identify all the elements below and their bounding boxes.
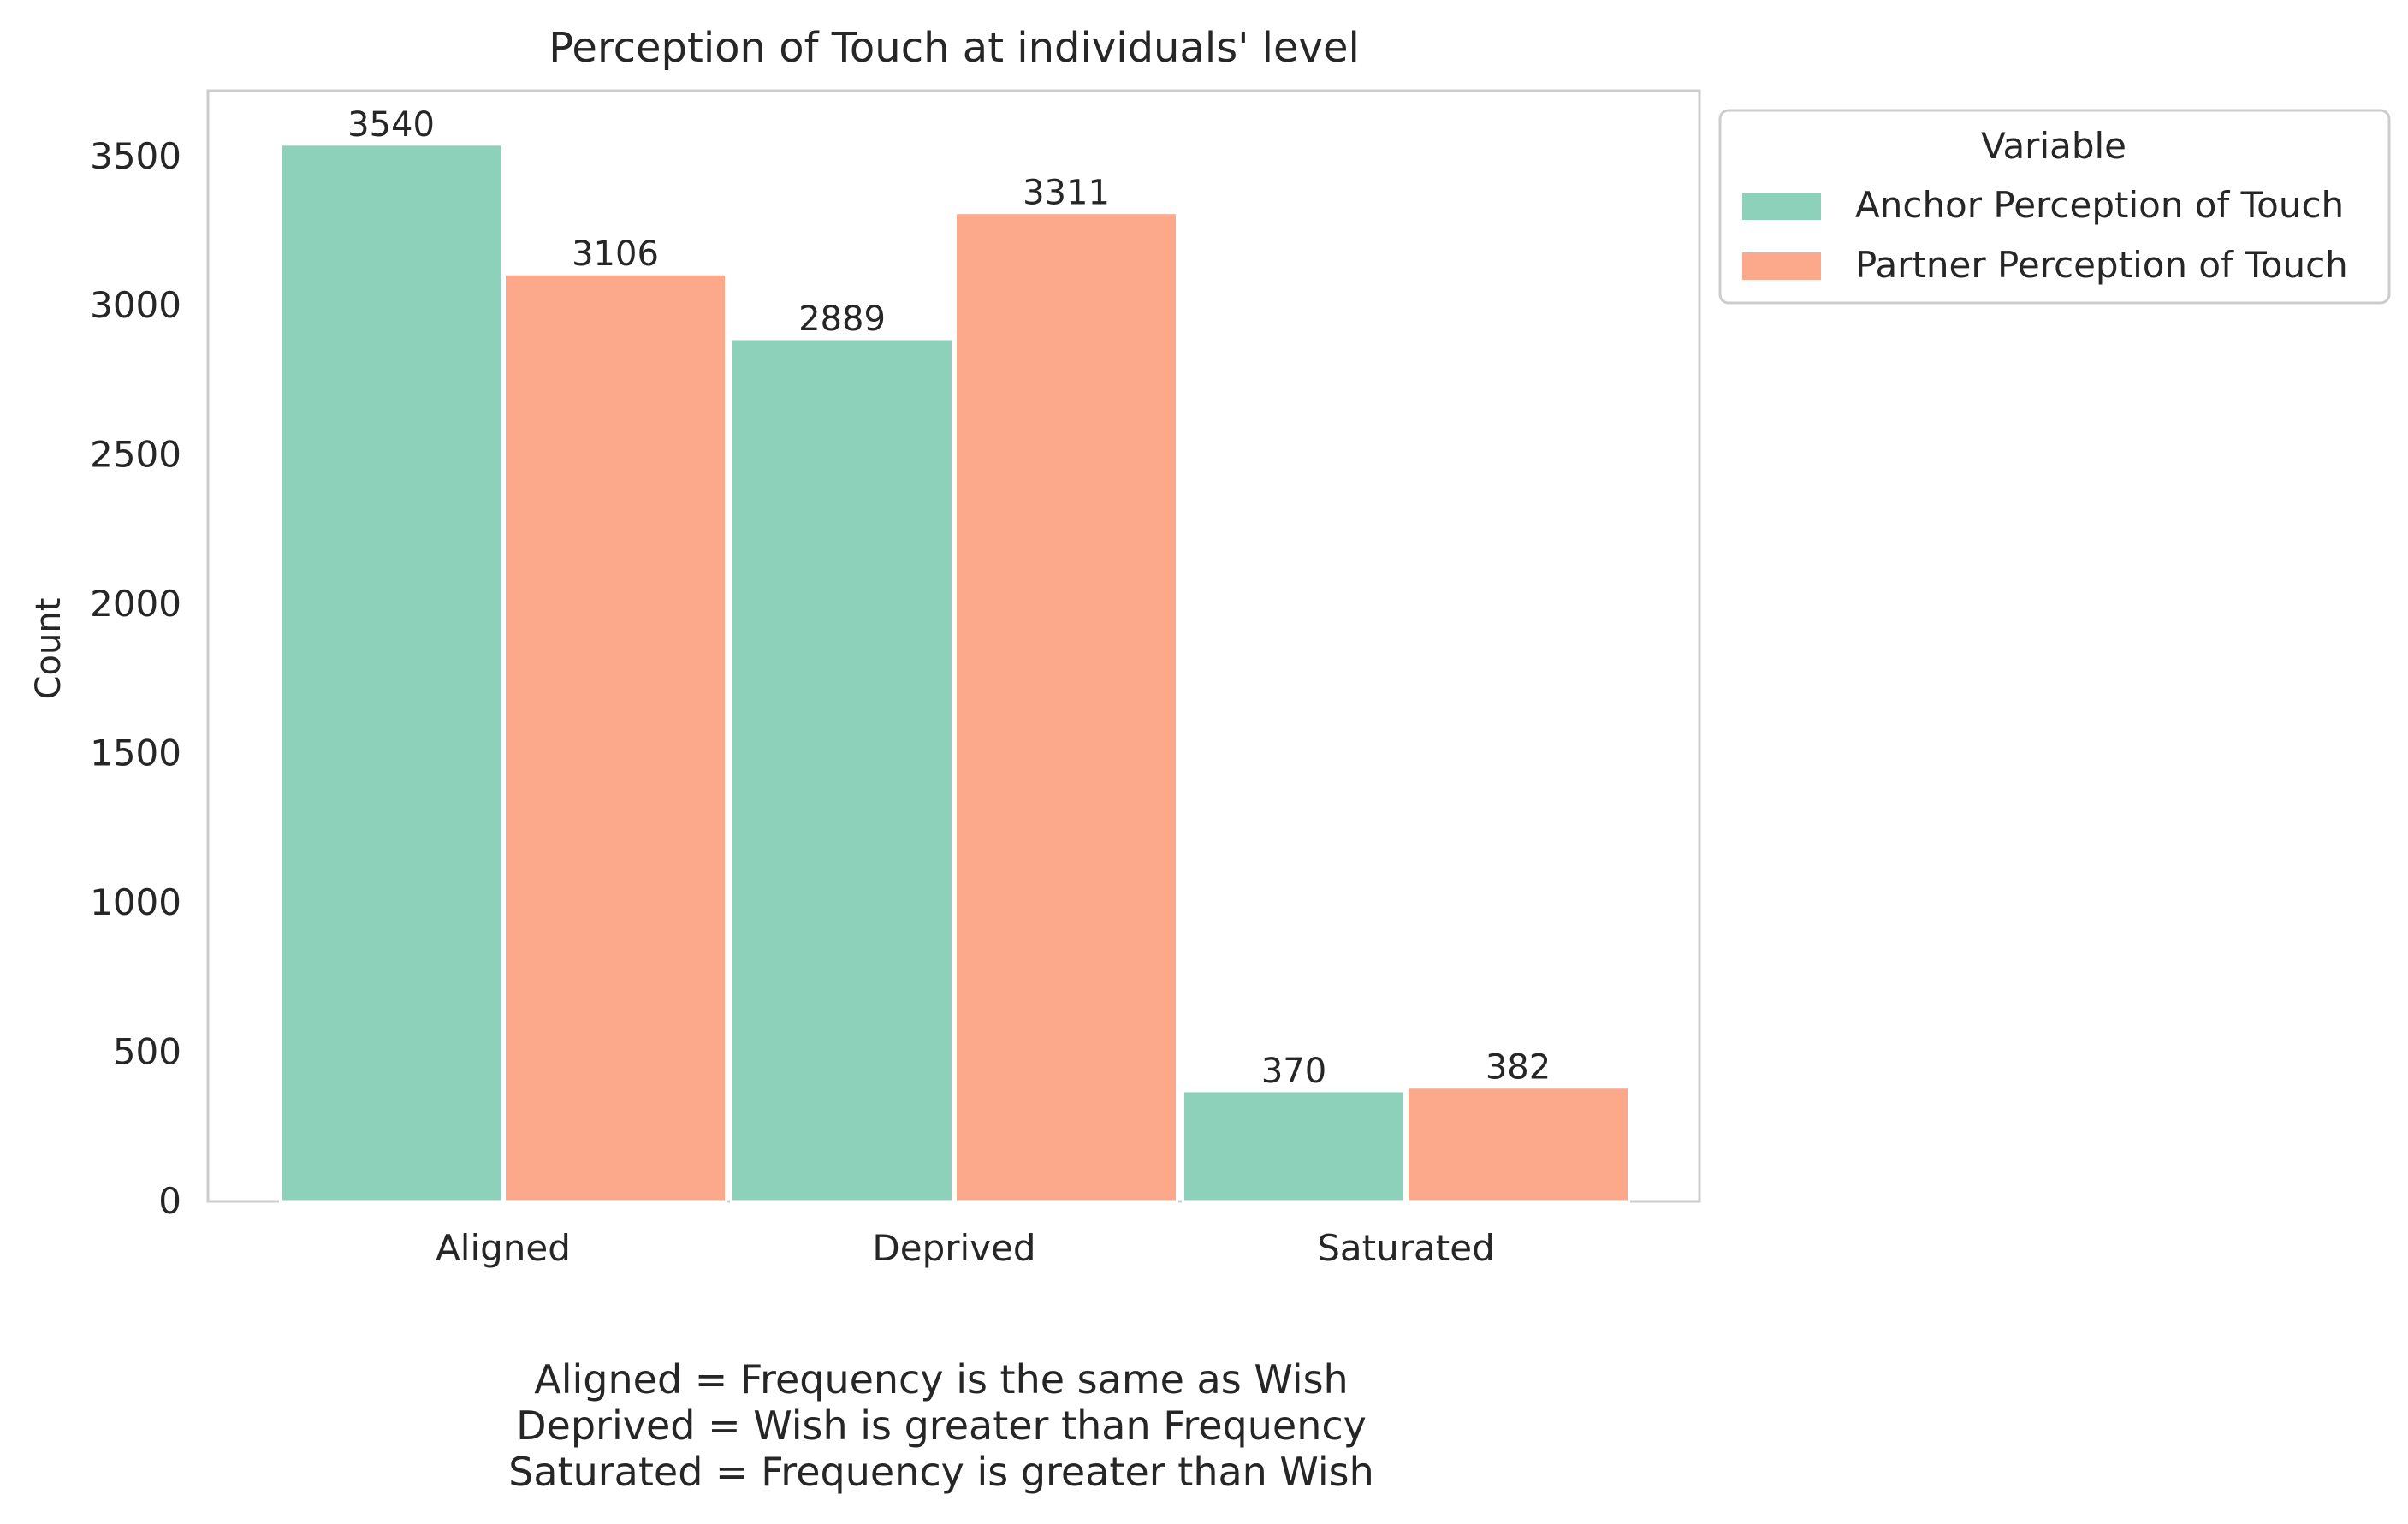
data-label-anchor-saturated: 370 [1261,1052,1326,1091]
y-tick-label-1000: 1000 [90,881,181,923]
legend-label-anchor: Anchor Perception of Touch [1855,184,2344,226]
y-tick-label-500: 500 [113,1031,181,1073]
y-tick-label-2500: 2500 [90,434,181,476]
y-tick-label-1500: 1500 [90,732,181,774]
bar-anchor-aligned [279,143,503,1203]
legend-swatch-anchor [1742,193,1821,220]
y-tick-label-3000: 3000 [90,284,181,326]
annotation-notes: Aligned = Frequency is the same as WishD… [508,1356,1374,1495]
legend: Variable Anchor Perception of Touch Partn… [1718,109,2391,305]
plot-area: 3540 2889 370 3106 3311 382 [206,89,1701,1203]
annotation-line-2: Deprived = Wish is greater than Frequenc… [516,1402,1367,1449]
legend-title: Variable [1981,125,2126,167]
y-tick-label-0: 0 [158,1180,181,1222]
data-label-partner-deprived: 3311 [1023,174,1110,213]
bar-anchor-saturated [1182,1089,1406,1203]
x-tick-label-aligned: Aligned [436,1227,571,1269]
data-label-anchor-aligned: 3540 [347,105,435,145]
chart-title: Perception of Touch at individuals' leve… [549,24,1360,72]
data-label-anchor-deprived: 2889 [798,299,886,339]
x-tick-labels: Aligned Deprived Saturated [436,1227,1495,1269]
bar-anchor-deprived [730,337,954,1203]
bar-partner-aligned [503,272,727,1203]
y-tick-label-3500: 3500 [90,135,181,177]
legend-label-partner: Partner Perception of Touch [1855,244,2348,286]
y-axis-label: Count [29,598,68,700]
bar-partner-deprived [954,211,1178,1203]
legend-swatch-partner [1742,252,1821,280]
y-tick-label-2000: 2000 [90,583,181,625]
bar-partner-saturated [1406,1086,1630,1203]
x-tick-label-saturated: Saturated [1317,1227,1494,1269]
x-tick-label-deprived: Deprived [872,1227,1035,1269]
annotation-line-1: Aligned = Frequency is the same as Wish [534,1356,1348,1402]
data-label-partner-aligned: 3106 [572,234,659,274]
data-label-partner-saturated: 382 [1486,1048,1551,1088]
legend-frame [1718,109,2391,305]
y-tick-labels: 0 500 1000 1500 2000 2500 3000 3500 [90,135,181,1222]
annotation-line-3: Saturated = Frequency is greater than Wi… [508,1449,1374,1495]
